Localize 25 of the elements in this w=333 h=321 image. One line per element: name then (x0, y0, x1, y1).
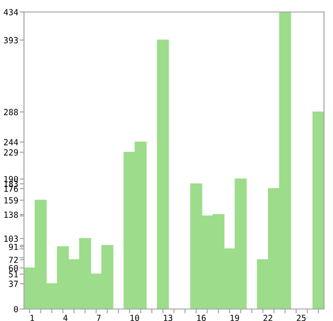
x-tick-label: 13 (164, 314, 172, 321)
y-tick-label: 37 (8, 280, 18, 287)
x-tick-label: 1 (30, 314, 34, 321)
y-tick-label: 159 (4, 197, 18, 204)
x-tick-label: 19 (230, 314, 240, 321)
x-tick-label: 16 (197, 314, 206, 321)
y-tick-label: 72 (8, 256, 18, 263)
y-tick-label: 288 (4, 108, 18, 116)
x-tick-label: 22 (264, 314, 272, 321)
x-tick-label: 7 (96, 314, 101, 321)
x-tick-label: 10 (130, 314, 140, 321)
y-tick-label: 51 (8, 271, 18, 278)
x-tick-label: 4 (63, 314, 68, 321)
y-tick-label: 393 (4, 37, 18, 44)
y-tick-label: 138 (4, 212, 18, 218)
y-tick-label: 91 (8, 244, 18, 250)
bar (156, 40, 169, 309)
y-tick-label: 244 (4, 139, 18, 146)
y-tick-label: 434 (4, 9, 18, 16)
bar (312, 111, 324, 309)
y-tick-label: 103 (4, 236, 18, 242)
x-tick-label: 25 (296, 314, 306, 321)
y-tick-label: 0 (14, 306, 18, 312)
y-tick-label: 229 (4, 149, 18, 156)
y-tick-label: 60 (8, 264, 18, 272)
